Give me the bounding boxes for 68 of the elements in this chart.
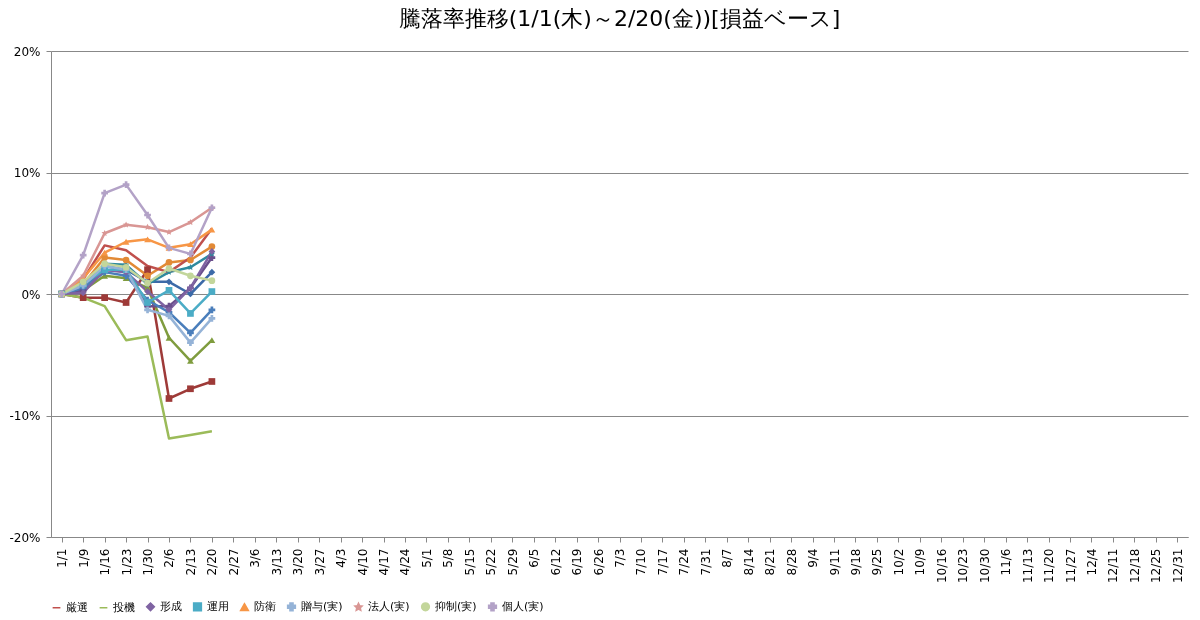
x-tick-label: 11/6: [999, 548, 1014, 576]
x-tick-label: 1/23: [119, 548, 134, 576]
legend-label: 個人(実): [502, 599, 544, 613]
legend-label: 運用: [207, 599, 229, 613]
chart-title: 騰落率推移(1/1(木)～2/20(金))[損益ベース]: [398, 6, 841, 31]
x-tick-label: 4/3: [334, 548, 349, 568]
x-tick-label: 12/25: [1149, 548, 1164, 584]
x-tick-label: 9/4: [806, 548, 821, 568]
legend-label: 法人(実): [368, 600, 410, 614]
x-tick-label: 6/5: [527, 548, 542, 568]
x-tick-label: 7/10: [634, 548, 649, 576]
x-tick-label: 9/25: [870, 548, 885, 576]
x-tick-label: 7/31: [698, 548, 713, 576]
legend-label: 抑制(実): [435, 599, 477, 613]
x-tick-label: 2/13: [183, 548, 198, 576]
x-tick-label: 5/22: [484, 548, 499, 576]
y-tick-label: 10%: [13, 166, 41, 180]
x-tick-label: 1/30: [141, 548, 156, 576]
legend-label: 厳選: [66, 600, 88, 614]
x-tick-label: 11/27: [1063, 548, 1078, 584]
x-tick-label: 2/20: [205, 548, 220, 576]
x-tick-label: 6/19: [570, 548, 585, 576]
x-tick-label: 3/27: [312, 548, 327, 576]
x-tick-label: 7/17: [655, 548, 670, 576]
y-tick-label: -10%: [9, 409, 41, 423]
x-tick-label: 3/6: [248, 548, 263, 568]
legend-label: 投機: [112, 600, 135, 614]
x-tick-label: 5/15: [462, 548, 477, 576]
x-tick-label: 11/13: [1020, 548, 1035, 584]
x-tick-label: 8/7: [720, 548, 735, 568]
x-tick-label: 8/21: [763, 548, 778, 576]
x-tick-label: 3/20: [291, 548, 306, 576]
x-tick-label: 4/24: [398, 548, 413, 576]
x-tick-label: 8/14: [741, 548, 756, 576]
x-tick-label: 12/18: [1127, 548, 1142, 584]
x-tick-label: 9/11: [827, 548, 842, 576]
y-tick-label: 20%: [13, 44, 41, 59]
x-tick-label: 5/29: [505, 548, 520, 576]
x-tick-label: 1/1: [55, 548, 70, 568]
x-tick-label: 9/18: [848, 548, 863, 576]
x-tick-label: 10/9: [913, 548, 928, 576]
x-tick-label: 5/1: [419, 548, 434, 568]
y-tick-label: 0%: [21, 287, 41, 302]
x-tick-label: 6/12: [548, 548, 563, 576]
x-tick-label: 12/4: [1084, 548, 1099, 576]
x-tick-label: 8/28: [784, 548, 799, 576]
legend-label: 形成: [160, 599, 182, 613]
x-tick-label: 5/8: [441, 548, 456, 568]
x-tick-label: 6/26: [591, 548, 606, 576]
x-tick-label: 10/30: [977, 548, 992, 584]
x-tick-label: 3/13: [269, 548, 284, 576]
x-tick-label: 10/16: [934, 548, 949, 584]
y-tick-label: -20%: [9, 530, 41, 545]
x-tick-label: 7/24: [677, 548, 692, 576]
x-tick-label: 7/3: [613, 548, 627, 568]
x-tick-label: 2/27: [226, 548, 241, 576]
x-tick-label: 1/9: [76, 548, 91, 568]
x-tick-label: 10/23: [956, 548, 971, 584]
x-tick-label: 10/2: [891, 548, 906, 576]
legend-label: 贈与(実): [301, 599, 343, 613]
x-tick-label: 12/11: [1106, 548, 1121, 584]
x-tick-label: 12/31: [1170, 548, 1185, 584]
x-tick-label: 4/17: [377, 548, 392, 576]
x-tick-label: 1/16: [98, 548, 113, 576]
x-tick-label: 2/6: [162, 548, 177, 568]
legend-label: 防衛: [254, 600, 276, 614]
x-tick-label: 4/10: [355, 548, 370, 576]
x-tick-label: 11/20: [1042, 548, 1057, 584]
